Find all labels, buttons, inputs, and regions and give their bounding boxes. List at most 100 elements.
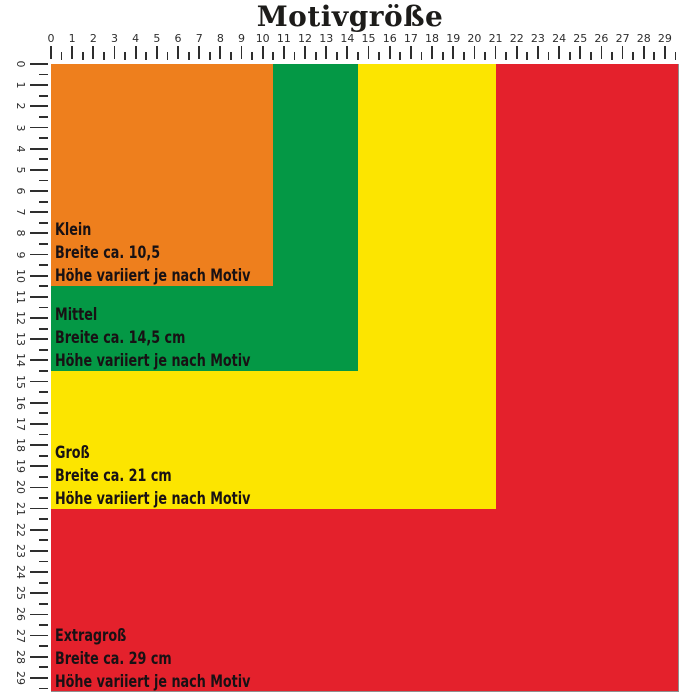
h-ruler-minor-tick <box>378 52 381 60</box>
h-ruler-minor-tick <box>357 52 359 60</box>
v-ruler-number: 21 <box>14 501 27 516</box>
v-ruler-major-tick <box>30 655 48 658</box>
h-ruler-minor-tick <box>632 52 635 60</box>
size-label-gross: Groß Breite ca. 21 cm Höhe variiert je nac… <box>55 442 316 511</box>
v-ruler-number: 3 <box>14 124 27 131</box>
v-ruler-minor-tick <box>39 433 48 436</box>
v-ruler-minor-tick <box>39 497 48 499</box>
h-ruler-number: 5 <box>153 32 161 45</box>
size-width: Breite ca. 14,5 cm <box>55 328 186 348</box>
h-ruler-minor-tick <box>526 52 529 60</box>
h-ruler-minor-tick <box>145 52 148 60</box>
h-ruler-number: 0 <box>47 32 55 45</box>
h-ruler-major-tick <box>346 46 349 59</box>
v-ruler-minor-tick <box>39 602 48 605</box>
v-ruler-major-tick <box>30 634 48 637</box>
v-ruler-major-tick <box>30 338 48 341</box>
h-ruler-number: 3 <box>111 32 118 45</box>
h-ruler-major-tick <box>219 46 222 59</box>
h-ruler-major-tick <box>642 46 645 59</box>
v-ruler-minor-tick <box>39 624 48 626</box>
size-name: Klein <box>55 220 92 240</box>
size-width: Breite ca. 10,5 <box>55 243 161 263</box>
v-ruler-minor-tick <box>39 370 48 372</box>
h-ruler-number: 26 <box>594 32 609 45</box>
h-ruler-minor-tick <box>208 52 211 60</box>
h-ruler-minor-tick <box>505 52 508 60</box>
h-ruler-minor-tick <box>611 52 613 60</box>
h-ruler-number: 14 <box>340 32 355 45</box>
v-ruler-major-tick <box>30 422 48 425</box>
v-ruler-number: 26 <box>14 607 27 622</box>
v-ruler-minor-tick <box>39 560 48 563</box>
h-ruler-major-tick <box>579 46 582 59</box>
h-ruler-major-tick <box>494 46 497 59</box>
v-ruler-minor-tick <box>39 243 48 245</box>
v-ruler-minor-tick <box>39 306 48 309</box>
h-ruler-major-tick <box>537 46 539 59</box>
h-ruler-minor-tick <box>484 52 486 60</box>
v-ruler-number: 15 <box>14 374 27 389</box>
h-ruler-minor-tick <box>399 52 402 60</box>
h-ruler-number: 6 <box>174 32 182 45</box>
v-ruler-number: 8 <box>14 229 27 237</box>
size-label-mittel: Mittel Breite ca. 14,5 cm Höhe variiert je… <box>55 304 316 373</box>
v-ruler-major-tick <box>30 253 48 256</box>
size-width: Breite ca. 29 cm <box>55 649 172 669</box>
h-ruler-number: 21 <box>488 32 503 45</box>
h-ruler-number: 19 <box>446 32 461 45</box>
h-ruler-major-tick <box>92 46 95 59</box>
v-ruler-minor-tick <box>39 454 48 457</box>
h-ruler-number: 23 <box>530 32 545 45</box>
v-ruler-major-tick <box>30 274 48 277</box>
h-ruler-major-tick <box>515 46 518 59</box>
v-ruler-number: 29 <box>14 670 27 685</box>
h-ruler-number: 29 <box>657 32 672 45</box>
h-ruler-number: 20 <box>467 32 482 45</box>
h-ruler-minor-tick <box>589 52 592 60</box>
h-ruler-minor-tick <box>653 52 656 60</box>
v-ruler-major-tick <box>30 507 48 510</box>
h-ruler-major-tick <box>600 46 603 59</box>
size-width: Breite ca. 21 cm <box>55 466 172 486</box>
h-ruler-number: 25 <box>573 32 588 45</box>
h-ruler-major-tick <box>113 46 116 59</box>
v-ruler-minor-tick <box>39 475 48 478</box>
h-ruler-major-tick <box>409 46 412 59</box>
h-ruler-number: 28 <box>636 32 651 45</box>
h-ruler-number: 9 <box>238 32 246 45</box>
h-ruler-major-tick <box>155 46 158 59</box>
v-ruler-major-tick <box>30 677 48 679</box>
v-ruler-major-tick <box>30 592 48 595</box>
v-ruler-major-tick <box>30 84 48 87</box>
v-ruler-major-tick <box>30 380 48 383</box>
h-ruler-minor-tick <box>103 52 105 60</box>
h-ruler-number: 11 <box>276 32 291 45</box>
h-ruler-minor-tick <box>230 52 232 60</box>
h-ruler-number: 1 <box>68 32 76 45</box>
h-ruler-major-tick <box>282 46 285 59</box>
h-ruler-major-tick <box>388 46 391 59</box>
v-ruler-major-tick <box>30 359 48 362</box>
h-ruler-major-tick <box>177 46 179 59</box>
v-ruler-minor-tick <box>39 518 48 521</box>
h-ruler-major-tick <box>50 46 52 59</box>
v-ruler-major-tick <box>30 465 48 468</box>
v-ruler-major-tick <box>30 126 48 129</box>
v-ruler-major-tick <box>30 401 48 404</box>
v-ruler-minor-tick <box>39 264 48 266</box>
v-ruler-minor-tick <box>39 221 48 224</box>
h-ruler-major-tick <box>452 46 455 59</box>
h-ruler-major-tick <box>134 46 137 59</box>
v-ruler-major-tick <box>30 105 48 108</box>
h-ruler-major-tick <box>473 46 476 59</box>
v-ruler-minor-tick <box>39 73 48 76</box>
v-ruler-minor-tick <box>39 412 48 415</box>
h-ruler-number: 8 <box>216 32 224 45</box>
v-ruler-number: 20 <box>14 480 27 495</box>
v-ruler-major-tick <box>30 613 48 616</box>
h-ruler-number: 16 <box>382 32 397 45</box>
h-ruler-major-tick <box>304 46 306 59</box>
v-ruler-minor-tick <box>39 200 48 203</box>
h-ruler-minor-tick <box>462 52 465 60</box>
